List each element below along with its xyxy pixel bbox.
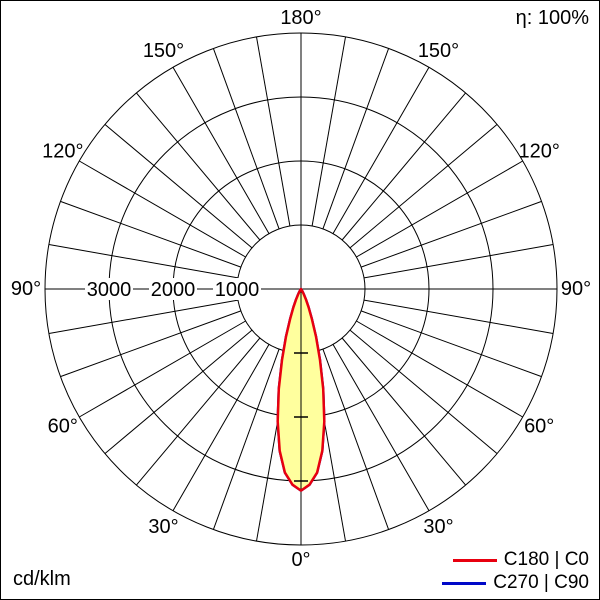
grid-spoke	[104, 124, 253, 249]
grid-spoke	[349, 329, 498, 454]
ring-label: 1000	[215, 279, 260, 301]
angle-label: 60°	[48, 416, 78, 438]
legend: C180 | C0 C270 | C90	[442, 549, 589, 593]
grid-spoke	[256, 36, 291, 227]
legend-label: C270 | C90	[493, 572, 589, 593]
grid-spoke	[341, 337, 466, 486]
grid-spoke	[104, 329, 253, 454]
angle-label: 30°	[148, 516, 178, 538]
grid-spoke	[79, 160, 246, 258]
angle-label: 90°	[11, 278, 41, 300]
grid-spoke	[332, 344, 430, 511]
grid-spoke	[360, 200, 542, 268]
grid-spoke	[356, 160, 523, 258]
ring-label-bg	[85, 278, 133, 300]
grid-spoke	[136, 337, 261, 486]
grid-spoke	[311, 36, 346, 227]
efficiency-label: η: 100%	[515, 7, 589, 29]
grid-spoke	[212, 348, 280, 530]
grid-spoke	[363, 244, 554, 279]
angle-label: 0°	[291, 549, 310, 571]
grid-spoke	[172, 67, 270, 234]
legend-line-sample	[442, 581, 487, 585]
grid-spoke	[60, 200, 242, 268]
grid-spoke	[79, 320, 246, 418]
angle-label: 150°	[418, 40, 459, 62]
grid-spoke	[48, 244, 239, 279]
angle-label: 60°	[524, 416, 554, 438]
curve-c180-c0	[276, 287, 326, 492]
grid-spoke	[212, 48, 280, 230]
grid-spoke	[60, 310, 242, 378]
grid-spoke	[332, 67, 430, 234]
ring-label-bg	[213, 278, 261, 300]
angle-label: 120°	[519, 141, 560, 163]
grid-spoke	[48, 299, 239, 334]
angle-label: 150°	[143, 40, 184, 62]
angle-label: 180°	[280, 7, 321, 29]
grid-spoke	[360, 310, 542, 378]
legend-line-sample	[452, 558, 497, 562]
unit-label: cd/klm	[13, 568, 71, 590]
legend-item: C270 | C90	[442, 572, 589, 593]
grid-spoke	[172, 344, 270, 511]
legend-item: C180 | C0	[452, 549, 589, 570]
ring-label: 3000	[87, 279, 132, 301]
ring-label-bg	[149, 278, 197, 300]
grid-spoke	[356, 320, 523, 418]
grid-spoke	[322, 48, 390, 230]
grid-spoke	[349, 124, 498, 249]
grid-spoke	[363, 299, 554, 334]
angle-label: 30°	[423, 516, 453, 538]
angle-label: 90°	[561, 278, 591, 300]
grid-spoke	[341, 92, 466, 241]
angle-label: 120°	[42, 141, 83, 163]
grid-spoke	[322, 348, 390, 530]
ring-label: 2000	[151, 279, 196, 301]
legend-label: C180 | C0	[503, 549, 589, 570]
grid-spoke	[136, 92, 261, 241]
